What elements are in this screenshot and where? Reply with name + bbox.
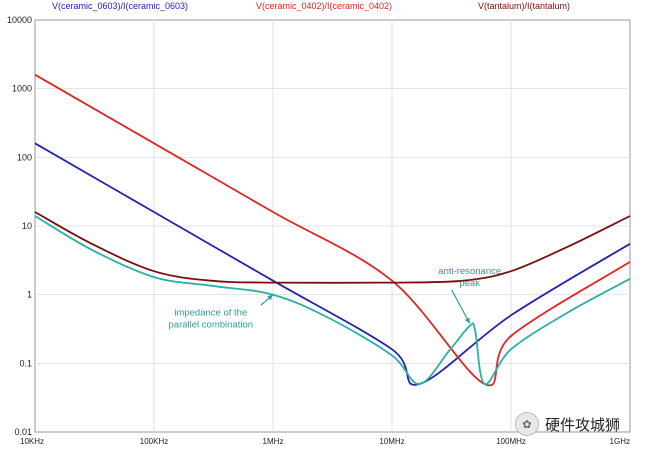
y-tick-label: 100 <box>17 152 32 162</box>
x-tick-label: 1MHz <box>263 437 284 446</box>
watermark-text: 硬件攻城狮 <box>545 415 621 434</box>
y-tick-label: 10000 <box>7 15 32 25</box>
parallel-combination-curve <box>34 215 631 385</box>
y-tick-label: 0.01 <box>14 427 32 437</box>
annotation-parallel-combination-text: parallel combination <box>169 319 254 330</box>
legend-ceramic-0603: V(ceramic_0603)/I(ceramic_0603) <box>52 1 189 11</box>
y-tick-label: 1000 <box>12 84 32 94</box>
legend-tantalum: V(tantalum)/I(tantalum) <box>478 1 571 11</box>
x-tick-label: 10KHz <box>20 437 44 446</box>
watermark: ✿ 硬件攻城狮 <box>515 412 620 436</box>
annotation-anti-resonance-arrowhead <box>464 317 470 324</box>
annotation-anti-resonance-text: peak <box>459 278 480 289</box>
y-tick-label: 10 <box>22 221 32 231</box>
x-tick-label: 100KHz <box>140 437 168 446</box>
ceramic-0603-curve <box>34 142 631 386</box>
legend-ceramic-0402: V(ceramic_0402)/I(ceramic_0402) <box>256 1 393 11</box>
annotation-anti-resonance-text: anti-resonance <box>438 266 501 277</box>
ceramic-0402-curve <box>34 73 631 387</box>
x-tick-label: 1GHz <box>610 437 630 446</box>
wechat-icon: ✿ <box>515 412 539 436</box>
x-tick-label: 10MHz <box>379 437 404 446</box>
annotation-parallel-combination-arrowhead <box>267 294 273 301</box>
annotation-anti-resonance-arrow <box>451 289 471 324</box>
y-tick-label: 0.1 <box>19 358 32 368</box>
y-tick-label: 1 <box>27 290 32 300</box>
annotation-parallel-combination-text: impedance of the <box>174 307 247 318</box>
tantalum-curve <box>34 211 631 284</box>
x-tick-label: 100MHz <box>496 437 526 446</box>
